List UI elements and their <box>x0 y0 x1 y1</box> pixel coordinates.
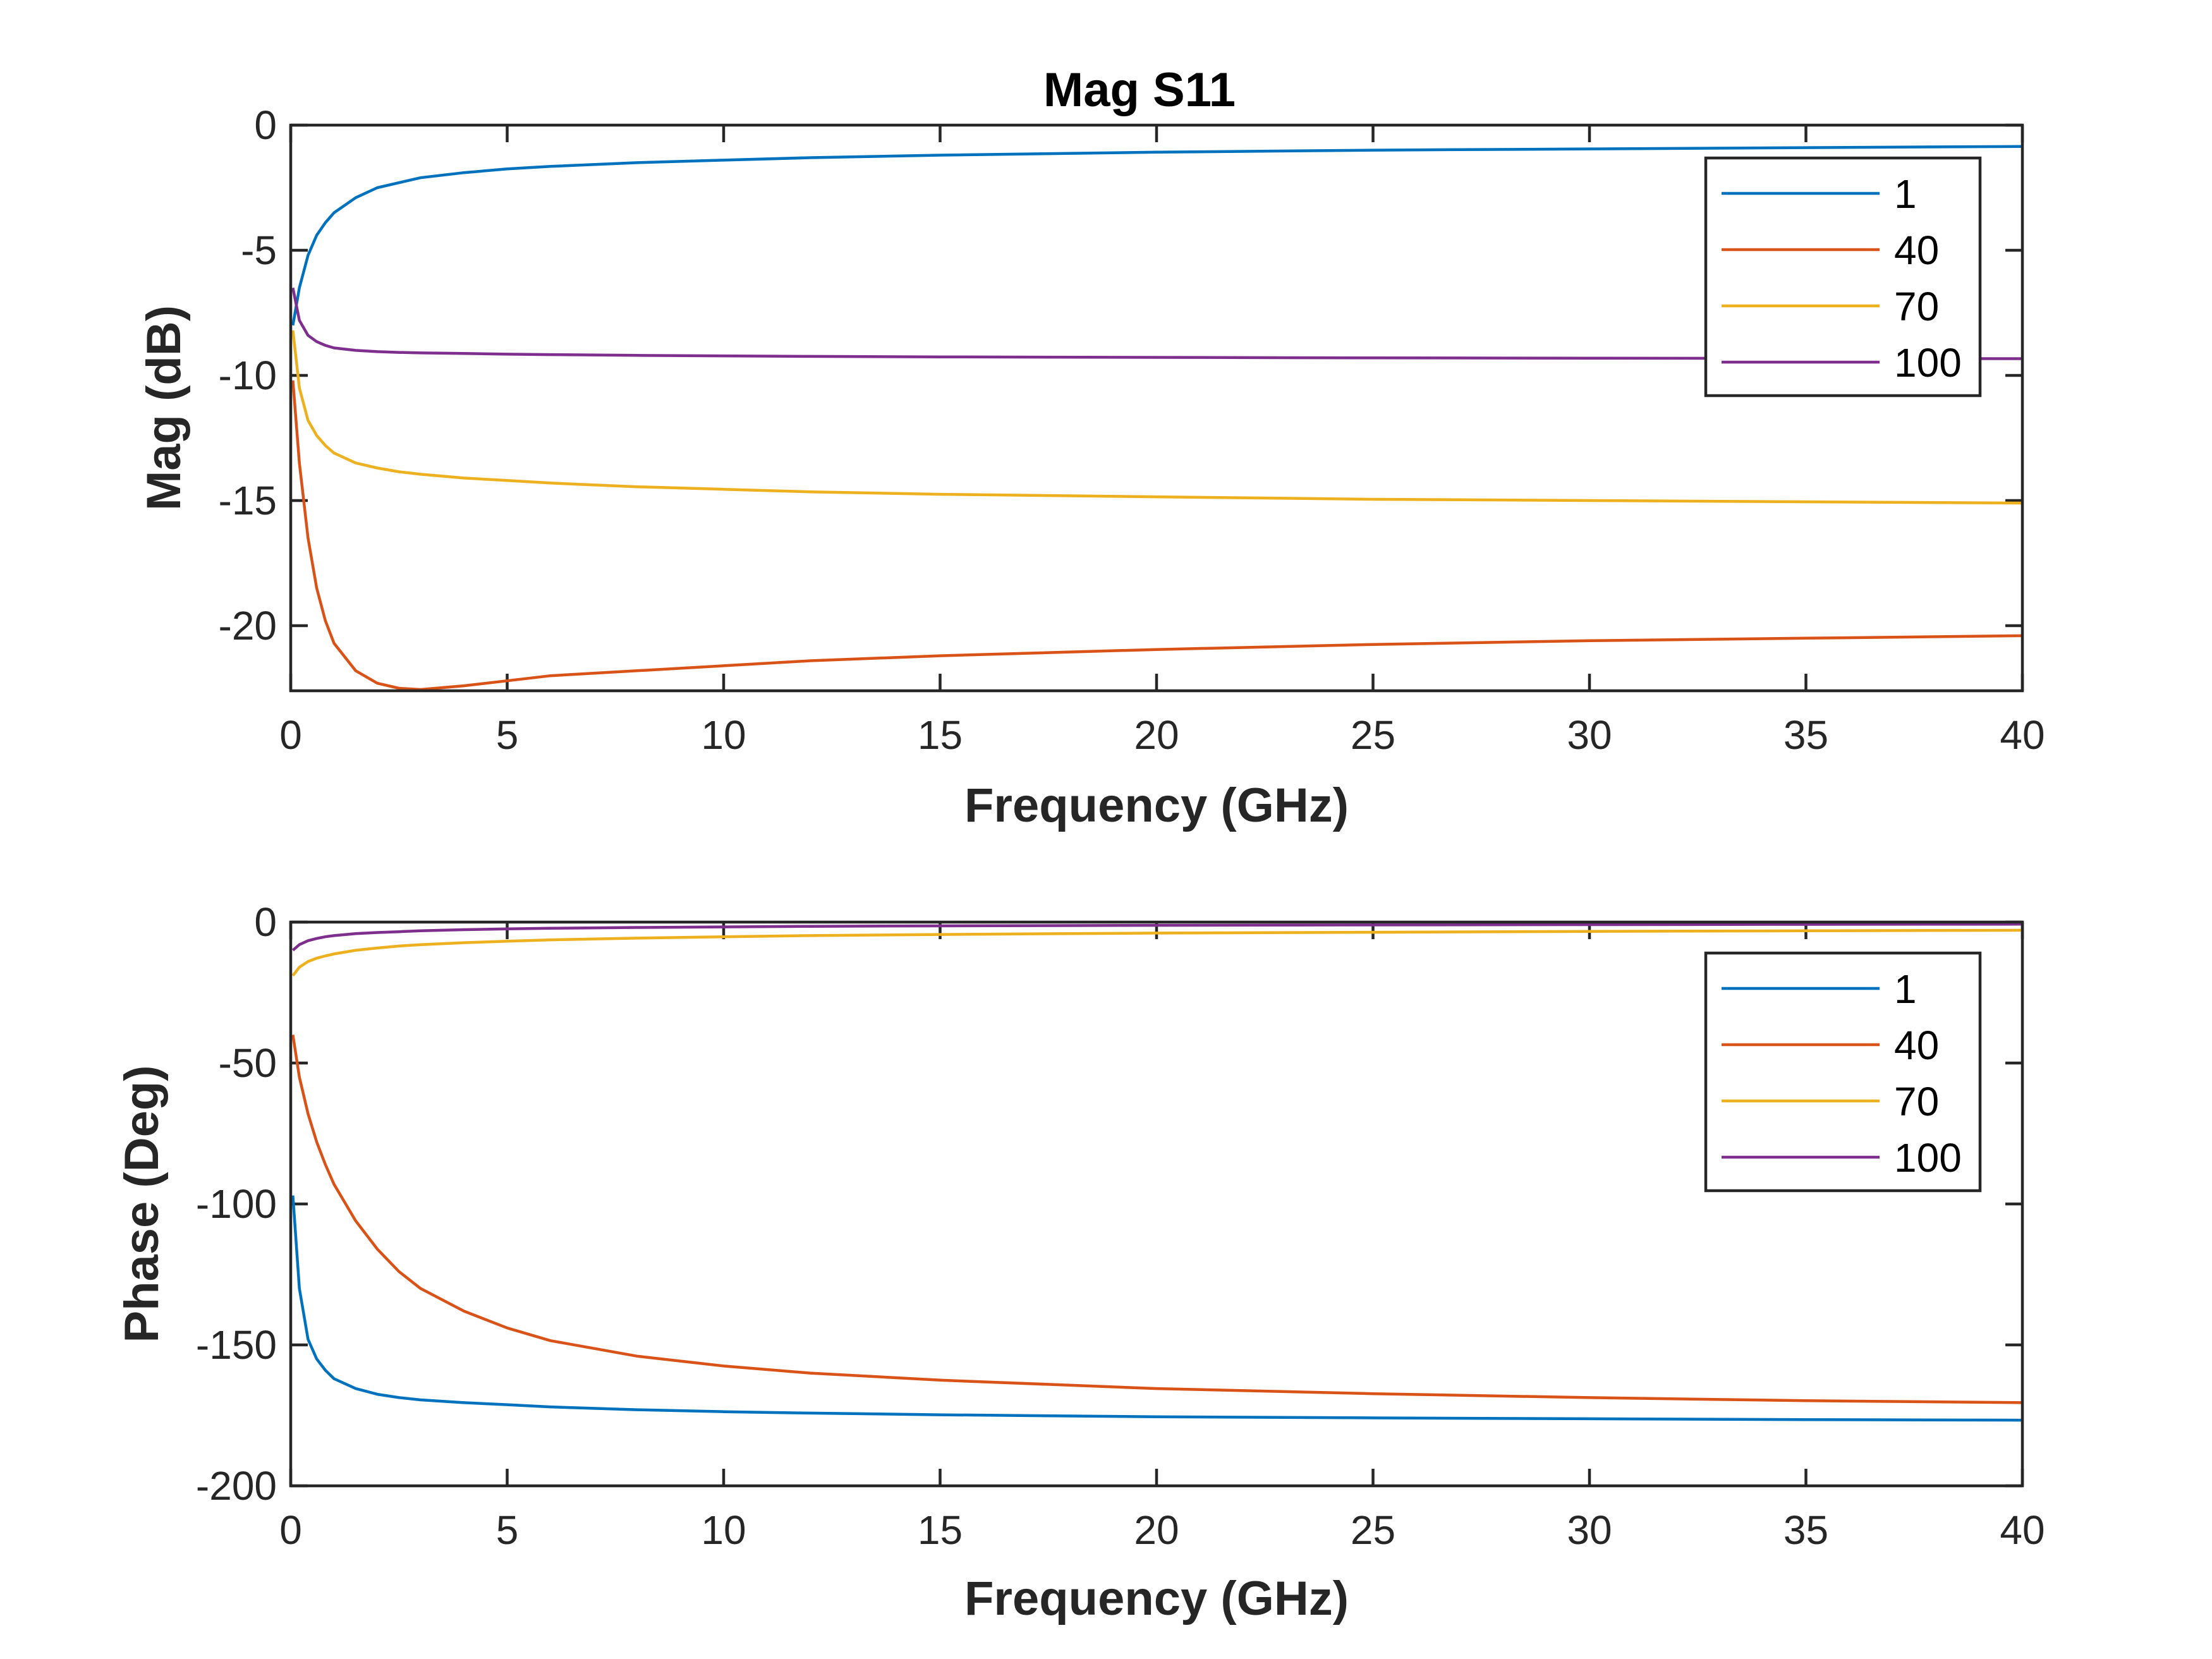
phase-legend-label-40: 40 <box>1894 1023 1939 1068</box>
magnitude-y-tick-label: -10 <box>219 353 277 398</box>
phase-x-ticks: 0 5 10 15 20 25 30 35 40 <box>279 922 2045 1553</box>
phase-legend-label-1: 1 <box>1894 966 1917 1012</box>
phase-y-tick-label: -50 <box>219 1040 277 1086</box>
magnitude-series-70 <box>291 330 2022 505</box>
magnitude-y-tick-label: 0 <box>254 102 277 148</box>
magnitude-series-layer <box>291 145 2022 691</box>
magnitude-legend-label-70: 70 <box>1894 284 1939 329</box>
magnitude-y-axis-label: Mag (dB) <box>137 305 191 511</box>
phase-y-tick-label: -100 <box>196 1181 277 1227</box>
magnitude-x-axis-label: Frequency (GHz) <box>964 779 1349 832</box>
magnitude-legend: 1 40 70 100 <box>1704 156 1982 398</box>
magnitude-x-tick-label: 10 <box>701 712 746 758</box>
magnitude-x-tick-label: 30 <box>1567 712 1612 758</box>
magnitude-series-1 <box>291 145 2022 326</box>
magnitude-y-tick-label: -5 <box>241 228 277 273</box>
magnitude-y-tick-label: -15 <box>219 478 277 523</box>
phase-x-tick-label: 5 <box>496 1507 519 1553</box>
phase-x-tick-label: 25 <box>1351 1507 1395 1553</box>
phase-series-100 <box>291 923 2022 952</box>
magnitude-x-tick-label: 0 <box>279 712 302 758</box>
phase-x-tick-label: 30 <box>1567 1507 1612 1553</box>
magnitude-x-tick-label: 35 <box>1784 712 1828 758</box>
magnitude-axes-frame <box>289 123 2024 693</box>
phase-y-tick-label: -200 <box>196 1463 277 1509</box>
magnitude-y-ticks: 0 -5 -10 -15 -20 <box>219 102 2022 648</box>
phase-x-tick-label: 20 <box>1134 1507 1179 1553</box>
phase-y-ticks: 0 -50 -100 -150 -200 <box>196 899 2022 1509</box>
magnitude-legend-label-40: 40 <box>1894 228 1939 273</box>
magnitude-series-100 <box>291 287 2022 360</box>
phase-y-axis-label: Phase (Deg) <box>115 1065 169 1342</box>
magnitude-legend-label-100: 100 <box>1894 340 1962 386</box>
phase-y-tick-label: 0 <box>254 899 277 945</box>
magnitude-series-40 <box>291 380 2022 691</box>
magnitude-x-tick-label: 40 <box>2000 712 2045 758</box>
phase-series-70 <box>291 928 2022 977</box>
phase-axes-frame <box>289 920 2024 1488</box>
magnitude-x-ticks: 0 5 10 15 20 25 30 35 40 <box>279 125 2045 758</box>
phase-y-tick-label: -150 <box>196 1322 277 1368</box>
phase-legend-label-70: 70 <box>1894 1079 1939 1124</box>
magnitude-x-tick-label: 20 <box>1134 712 1179 758</box>
phase-x-tick-label: 0 <box>279 1507 302 1553</box>
phase-series-40 <box>291 1035 2022 1404</box>
chart-title: Mag S11 <box>1043 63 1236 117</box>
phase-series-1 <box>291 1195 2022 1422</box>
phase-series-layer <box>291 923 2022 1422</box>
magnitude-x-tick-label: 5 <box>496 712 519 758</box>
phase-x-tick-label: 10 <box>701 1507 746 1553</box>
phase-legend-box <box>1704 951 1982 1193</box>
phase-legend-label-100: 100 <box>1894 1135 1962 1181</box>
phase-legend: 1 40 70 100 <box>1704 951 1982 1193</box>
phase-x-tick-label: 35 <box>1784 1507 1828 1553</box>
magnitude-y-tick-label: -20 <box>219 603 277 648</box>
magnitude-legend-label-1: 1 <box>1894 171 1917 217</box>
magnitude-x-tick-label: 25 <box>1351 712 1395 758</box>
magnitude-legend-box <box>1704 156 1982 398</box>
magnitude-axes: Mag S11 0 5 10 15 20 25 30 35 40 0 -5 -10 -15 -20 Fr… <box>137 63 2045 832</box>
phase-x-tick-label: 15 <box>918 1507 963 1553</box>
phase-x-axis-label: Frequency (GHz) <box>964 1572 1349 1626</box>
phase-axes: 0 5 10 15 20 25 30 35 40 0 -50 -100 -150 -200 Freque… <box>115 899 2045 1626</box>
phase-x-tick-label: 40 <box>2000 1507 2045 1553</box>
magnitude-x-tick-label: 15 <box>918 712 963 758</box>
